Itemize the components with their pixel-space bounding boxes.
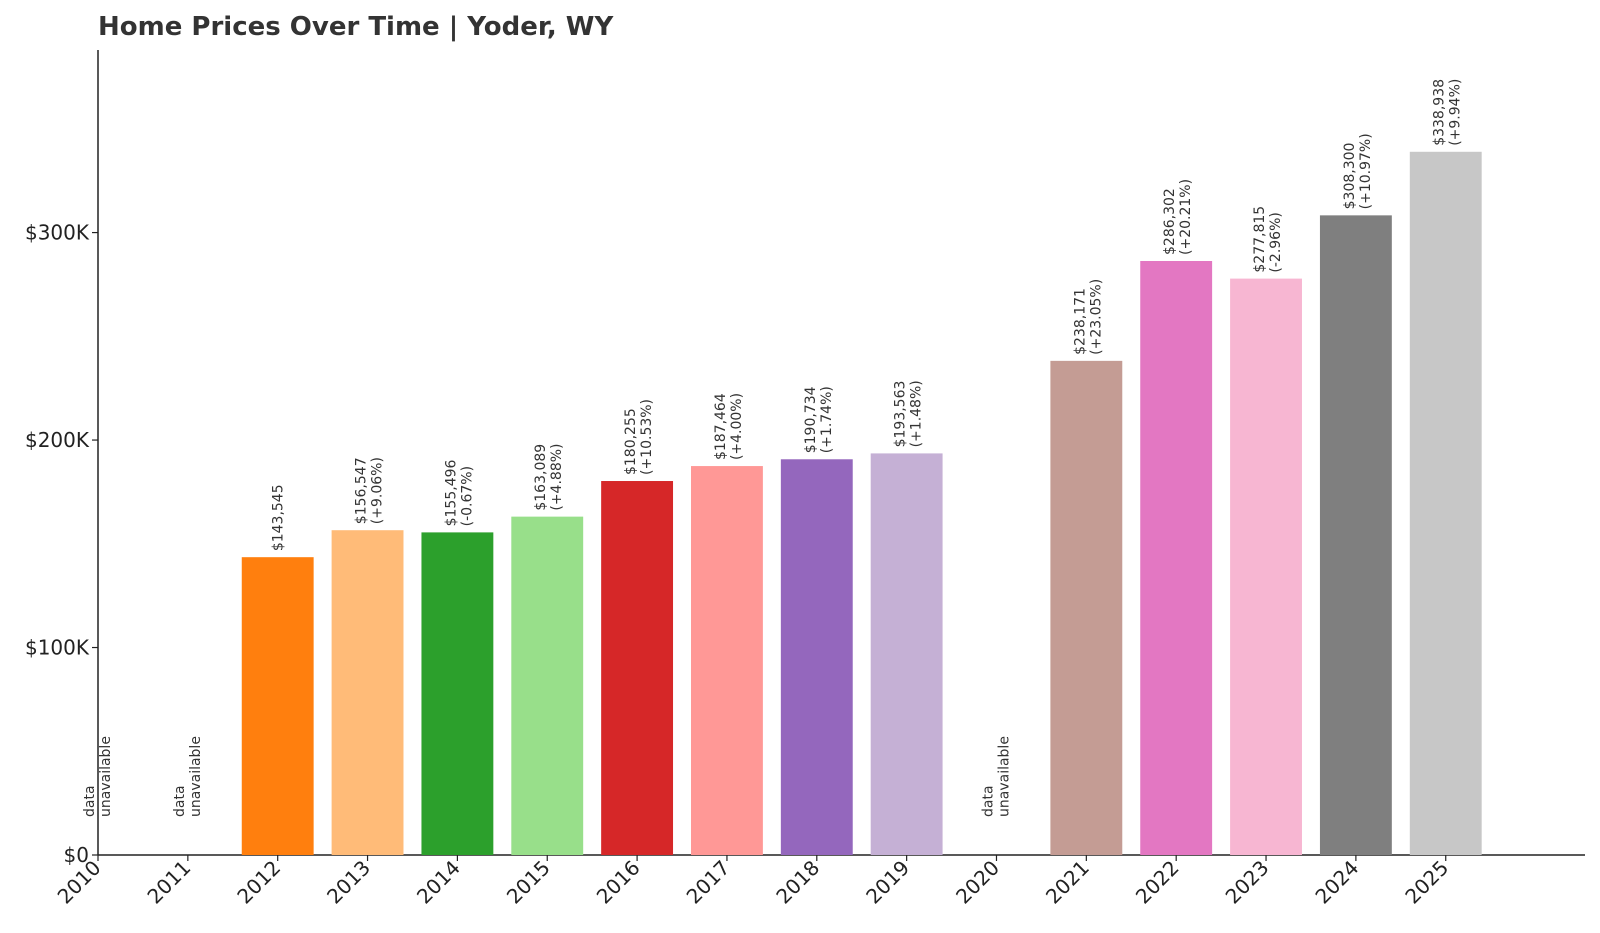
x-tick-label: 2013 bbox=[322, 856, 375, 909]
unavailable-label: dataunavailable bbox=[82, 736, 114, 817]
bar-value-label: $187,464(+4.00%) bbox=[713, 393, 745, 460]
bar-value-label: $156,547(+9.06%) bbox=[354, 457, 386, 524]
x-tick-label: 2016 bbox=[592, 856, 645, 909]
bar-2024 bbox=[1319, 215, 1392, 856]
bar-value: $277,815 bbox=[1252, 206, 1268, 273]
bar-2017 bbox=[691, 466, 763, 855]
bar-change: (+4.00%) bbox=[729, 393, 745, 460]
unavailable-line: unavailable bbox=[98, 736, 114, 817]
bar-change: (+9.94%) bbox=[1448, 79, 1464, 146]
bars bbox=[241, 151, 1482, 856]
bar-value: $308,300 bbox=[1342, 143, 1358, 210]
unavailable-line: data bbox=[82, 785, 98, 817]
x-tick-label: 2021 bbox=[1041, 856, 1094, 909]
bar-change: (-2.96%) bbox=[1268, 212, 1284, 272]
bar-change: (+1.74%) bbox=[819, 386, 835, 453]
bar-value: $190,734 bbox=[803, 386, 819, 453]
bar-value: $143,545 bbox=[271, 484, 287, 551]
x-tick-label: 2024 bbox=[1310, 856, 1363, 909]
bar-value: $187,464 bbox=[713, 393, 729, 460]
bar-value: $286,302 bbox=[1162, 188, 1178, 255]
bar-change: (-0.67%) bbox=[459, 466, 475, 526]
unavailable-line: data bbox=[172, 785, 188, 817]
x-tick-label: 2015 bbox=[502, 856, 555, 909]
x-tick-label: 2020 bbox=[951, 856, 1004, 909]
bar-value-label: $338,938(+9.94%) bbox=[1432, 79, 1464, 146]
x-tick-label: 2019 bbox=[861, 856, 914, 909]
bar-change: (+10.53%) bbox=[639, 399, 655, 475]
bar-value-label: $155,496(-0.67%) bbox=[443, 459, 475, 526]
bar-2023 bbox=[1230, 278, 1302, 855]
x-tick-label: 2012 bbox=[232, 856, 285, 909]
x-tick-label: 2018 bbox=[771, 856, 824, 909]
bar-value: $155,496 bbox=[443, 459, 459, 526]
chart-title: Home Prices Over Time | Yoder, WY bbox=[98, 12, 614, 42]
x-tick-label: 2017 bbox=[682, 856, 735, 909]
bar-value-label: $163,089(+4.88%) bbox=[533, 443, 565, 510]
bar-value-label: $286,302(+20.21%) bbox=[1162, 179, 1194, 255]
x-tick-label: 2022 bbox=[1131, 856, 1184, 909]
bar-2018 bbox=[780, 459, 853, 855]
unavailable-line: unavailable bbox=[996, 736, 1012, 817]
bar-value-label: $238,171(+23.05%) bbox=[1072, 279, 1104, 355]
bar-change: (+4.88%) bbox=[549, 443, 565, 510]
bar-value-label: $190,734(+1.74%) bbox=[803, 386, 835, 453]
bar-value-label: $193,563(+1.48%) bbox=[893, 380, 925, 447]
x-tick-label: 2011 bbox=[142, 856, 195, 909]
bar-2016 bbox=[601, 481, 674, 855]
x-tick-label: 2025 bbox=[1400, 856, 1453, 909]
bar-change: (+23.05%) bbox=[1088, 279, 1104, 355]
bar-value-label: $180,255(+10.53%) bbox=[623, 399, 655, 475]
y-tick-label: $200K bbox=[25, 428, 90, 452]
bar-2025 bbox=[1409, 151, 1482, 855]
bar-value: $156,547 bbox=[354, 457, 370, 524]
bar-2012 bbox=[241, 557, 314, 855]
bar-2014 bbox=[421, 532, 494, 855]
bar-value-label: $143,545 bbox=[271, 484, 287, 551]
bar-2019 bbox=[870, 453, 943, 855]
y-tick-label: $100K bbox=[25, 636, 90, 660]
bar-value-label: $277,815(-2.96%) bbox=[1252, 206, 1284, 273]
bar-value: $163,089 bbox=[533, 444, 549, 511]
y-tick-label: $300K bbox=[25, 221, 90, 245]
bar-change: (+1.48%) bbox=[909, 380, 925, 447]
bar-value: $180,255 bbox=[623, 408, 639, 475]
bar-change: (+9.06%) bbox=[370, 457, 386, 524]
unavailable-label: dataunavailable bbox=[172, 736, 204, 817]
bar-2022 bbox=[1140, 260, 1213, 855]
bar-value: $338,938 bbox=[1432, 79, 1448, 146]
bar-value: $193,563 bbox=[893, 381, 909, 448]
unavailable-line: unavailable bbox=[188, 736, 204, 817]
bar-value: $238,171 bbox=[1072, 288, 1088, 355]
y-tick-label: $0 bbox=[64, 843, 89, 867]
x-tick-label: 2014 bbox=[412, 856, 465, 909]
data-labels: dataunavailable dataunavailable$143,545 $1… bbox=[82, 79, 1464, 817]
bar-2015 bbox=[511, 516, 584, 855]
x-tick-label: 2023 bbox=[1221, 856, 1274, 909]
bar-2021 bbox=[1050, 360, 1123, 855]
bar-change: (+10.97%) bbox=[1358, 133, 1374, 209]
bar-2013 bbox=[331, 530, 404, 855]
unavailable-label: dataunavailable bbox=[980, 736, 1012, 817]
bar-value-label: $308,300(+10.97%) bbox=[1342, 133, 1374, 209]
bar-change: (+20.21%) bbox=[1178, 179, 1194, 255]
unavailable-line: data bbox=[980, 785, 996, 817]
